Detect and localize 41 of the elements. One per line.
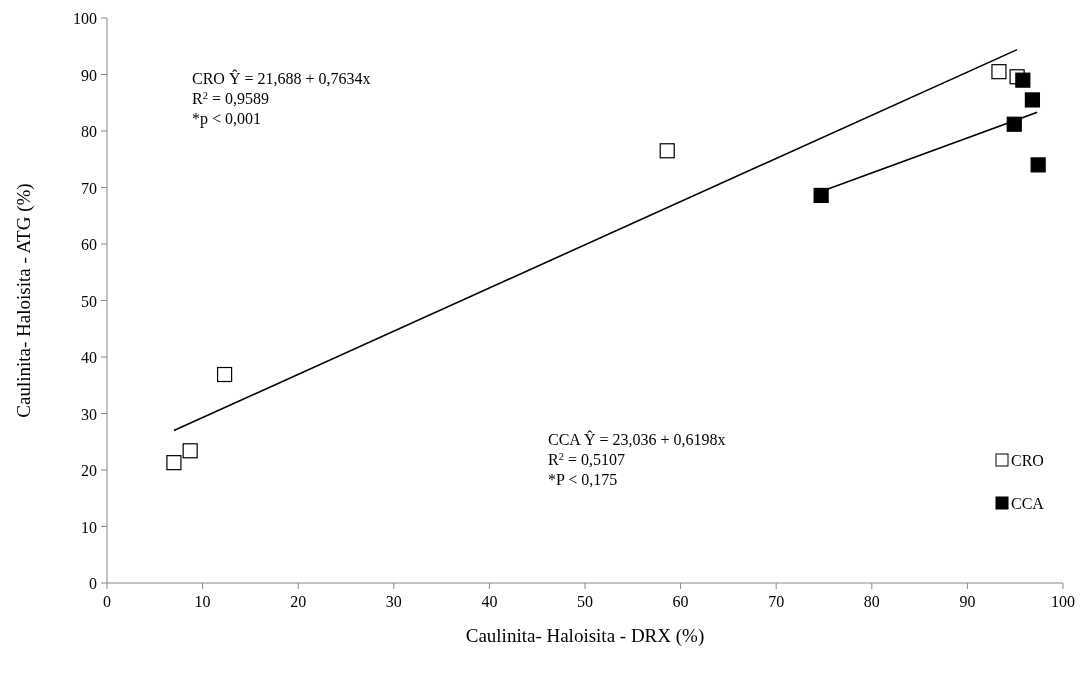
x-tick-label: 100 [1051,593,1075,610]
x-tick-label: 0 [103,593,111,610]
x-tick-label: 60 [672,593,689,610]
point [1015,72,1031,88]
x-tick-label: 80 [863,593,880,610]
y-tick-label: 100 [73,10,97,27]
y-tick-label: 20 [81,462,97,479]
y-tick-label: 30 [81,405,97,423]
x-tick-label: 90 [959,593,976,610]
point [1024,92,1041,108]
y-tick-label: 70 [81,179,97,197]
y-tick-label: 10 [81,518,97,536]
annotation: CRO Ŷ = 21,688 + 0,7634x [192,69,371,87]
point [166,455,182,471]
point [216,366,233,383]
y-tick-label: 50 [81,292,97,310]
y-tick-label: 40 [81,349,97,366]
x-axis-title: Caulinita- Haloisita - DRX (%) [465,625,705,647]
y-axis-title: Caulinita- Haloisita - ATG (%) [13,183,35,418]
x-tick-label: 50 [577,593,593,610]
point [991,64,1007,80]
annotation: *P < 0,175 [548,471,618,488]
y-tick-label: 80 [81,123,97,140]
y-tick-label: 0 [89,575,97,592]
point [1030,157,1046,173]
x-tick-label: 70 [768,593,785,610]
y-tick-label: 60 [81,236,97,253]
x-tick-label: 20 [290,593,307,610]
annotation: R$^{2}$ = 0,9589 [192,89,269,107]
x-tick-label: 40 [481,593,498,610]
annotation: R$^{2}$ = 0,5107 [548,450,625,468]
x-tick-label: 30 [385,593,402,610]
point [813,187,829,204]
point [659,143,675,159]
point [182,443,198,459]
legend-label: CCA [1011,495,1045,512]
x-tick-label: 10 [194,593,211,610]
y-tick-label: 90 [81,66,97,84]
annotation: CCA Ŷ = 23,036 + 0,6198x [548,430,726,448]
legend-label: CRO [1011,452,1044,469]
annotation: *p < 0,001 [192,110,262,128]
